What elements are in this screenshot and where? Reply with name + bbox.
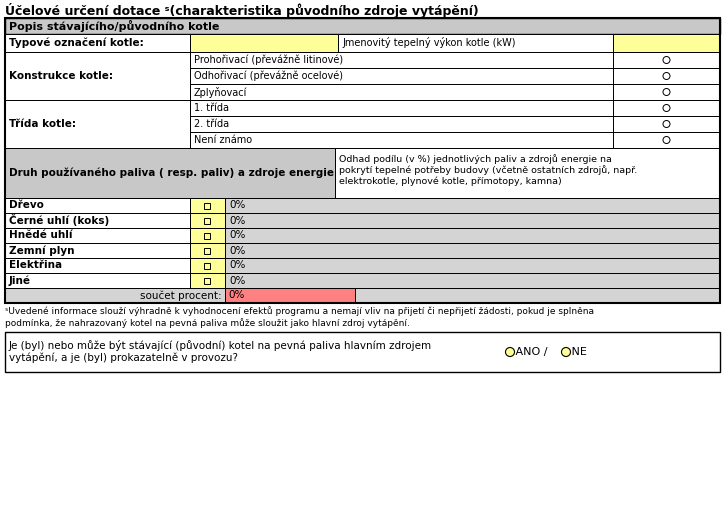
- Text: Zemní plyn: Zemní plyn: [9, 245, 75, 256]
- Circle shape: [561, 347, 571, 356]
- Text: Zplyňovací: Zplyňovací: [194, 87, 247, 97]
- Bar: [190, 34, 338, 52]
- Text: NE: NE: [568, 347, 587, 357]
- Bar: [225, 198, 720, 213]
- Text: Jiné: Jiné: [9, 275, 31, 286]
- Text: Odhořivací (převážně ocelové): Odhořivací (převážně ocelové): [194, 71, 343, 81]
- Text: součet procent:: součet procent:: [141, 290, 222, 301]
- Text: Popis stávajícího/původního kotle: Popis stávajícího/původního kotle: [9, 20, 220, 32]
- Text: Není známo: Není známo: [194, 135, 252, 145]
- Bar: [190, 198, 225, 213]
- Bar: [225, 243, 720, 258]
- Bar: [204, 202, 210, 208]
- Text: 0%: 0%: [229, 245, 245, 256]
- Circle shape: [505, 347, 515, 356]
- Text: Je (byl) nebo může být stávající (původní) kotel na pevná paliva hlavním zdrojem: Je (byl) nebo může být stávající (původn…: [9, 340, 432, 363]
- Bar: [5, 148, 335, 198]
- Text: Dřevo: Dřevo: [9, 200, 44, 210]
- Text: Třída kotle:: Třída kotle:: [9, 119, 76, 129]
- Bar: [5, 288, 225, 303]
- Text: Elektřina: Elektřina: [9, 261, 62, 271]
- Bar: [613, 84, 720, 100]
- Bar: [204, 247, 210, 254]
- Text: 2. třída: 2. třída: [194, 119, 229, 129]
- Text: Druh používaného paliva ( resp. paliv) a zdroje energie: Druh používaného paliva ( resp. paliv) a…: [9, 168, 334, 178]
- Bar: [613, 34, 720, 52]
- Bar: [225, 213, 720, 228]
- Bar: [5, 243, 190, 258]
- Bar: [190, 228, 225, 243]
- Bar: [204, 218, 210, 224]
- Bar: [190, 116, 613, 132]
- Bar: [225, 258, 720, 273]
- Bar: [5, 52, 190, 100]
- Bar: [613, 116, 720, 132]
- Bar: [225, 273, 720, 288]
- Bar: [204, 277, 210, 283]
- Text: podmínka, že nahrazovaný kotel na pevná paliva může sloužit jako hlavní zdroj vy: podmínka, že nahrazovaný kotel na pevná …: [5, 318, 410, 328]
- Bar: [204, 263, 210, 269]
- Bar: [225, 288, 355, 303]
- Text: 0%: 0%: [229, 200, 245, 210]
- Bar: [338, 34, 613, 52]
- Text: 0%: 0%: [229, 215, 245, 226]
- Bar: [190, 100, 613, 116]
- Text: Konstrukce kotle:: Konstrukce kotle:: [9, 71, 113, 81]
- Text: ˢUvedené informace slouží výhradně k vyhodnocení efektů programu a nemají vliv n: ˢUvedené informace slouží výhradně k vyh…: [5, 306, 594, 316]
- Bar: [335, 148, 720, 198]
- Bar: [5, 34, 190, 52]
- Bar: [190, 243, 225, 258]
- Bar: [225, 228, 720, 243]
- Bar: [5, 213, 190, 228]
- Bar: [190, 273, 225, 288]
- Bar: [5, 100, 190, 148]
- Bar: [5, 18, 720, 303]
- Bar: [190, 52, 613, 68]
- Text: Účelové určení dotace ˢ(charakteristika původního zdroje vytápění): Účelové určení dotace ˢ(charakteristika …: [5, 3, 478, 18]
- Text: Hnědé uhlí: Hnědé uhlí: [9, 231, 72, 240]
- Bar: [190, 68, 613, 84]
- Bar: [5, 258, 190, 273]
- Bar: [5, 228, 190, 243]
- Text: Černé uhlí (koks): Černé uhlí (koks): [9, 214, 109, 227]
- Text: 0%: 0%: [229, 261, 245, 271]
- Bar: [204, 233, 210, 238]
- Text: Typové označení kotle:: Typové označení kotle:: [9, 38, 144, 48]
- Text: 1. třída: 1. třída: [194, 103, 229, 113]
- Text: 0%: 0%: [228, 291, 244, 301]
- Text: Prohořivací (převážně litinové): Prohořivací (převážně litinové): [194, 55, 343, 65]
- Bar: [5, 198, 190, 213]
- Bar: [190, 84, 613, 100]
- Text: 0%: 0%: [229, 275, 245, 285]
- Bar: [613, 100, 720, 116]
- Bar: [5, 273, 190, 288]
- Bar: [613, 132, 720, 148]
- Bar: [5, 332, 720, 372]
- Text: Odhad podílu (v %) jednotlivých paliv a zdrojů energie na
pokrytí tepelné potřeb: Odhad podílu (v %) jednotlivých paliv a …: [339, 154, 637, 187]
- Bar: [190, 258, 225, 273]
- Bar: [190, 132, 613, 148]
- Text: 0%: 0%: [229, 231, 245, 240]
- Text: Jmenovitý tepelný výkon kotle (kW): Jmenovitý tepelný výkon kotle (kW): [342, 38, 515, 49]
- Text: ANO /: ANO /: [512, 347, 551, 357]
- Bar: [5, 18, 720, 34]
- Bar: [613, 68, 720, 84]
- Bar: [190, 213, 225, 228]
- Bar: [355, 288, 720, 303]
- Bar: [613, 52, 720, 68]
